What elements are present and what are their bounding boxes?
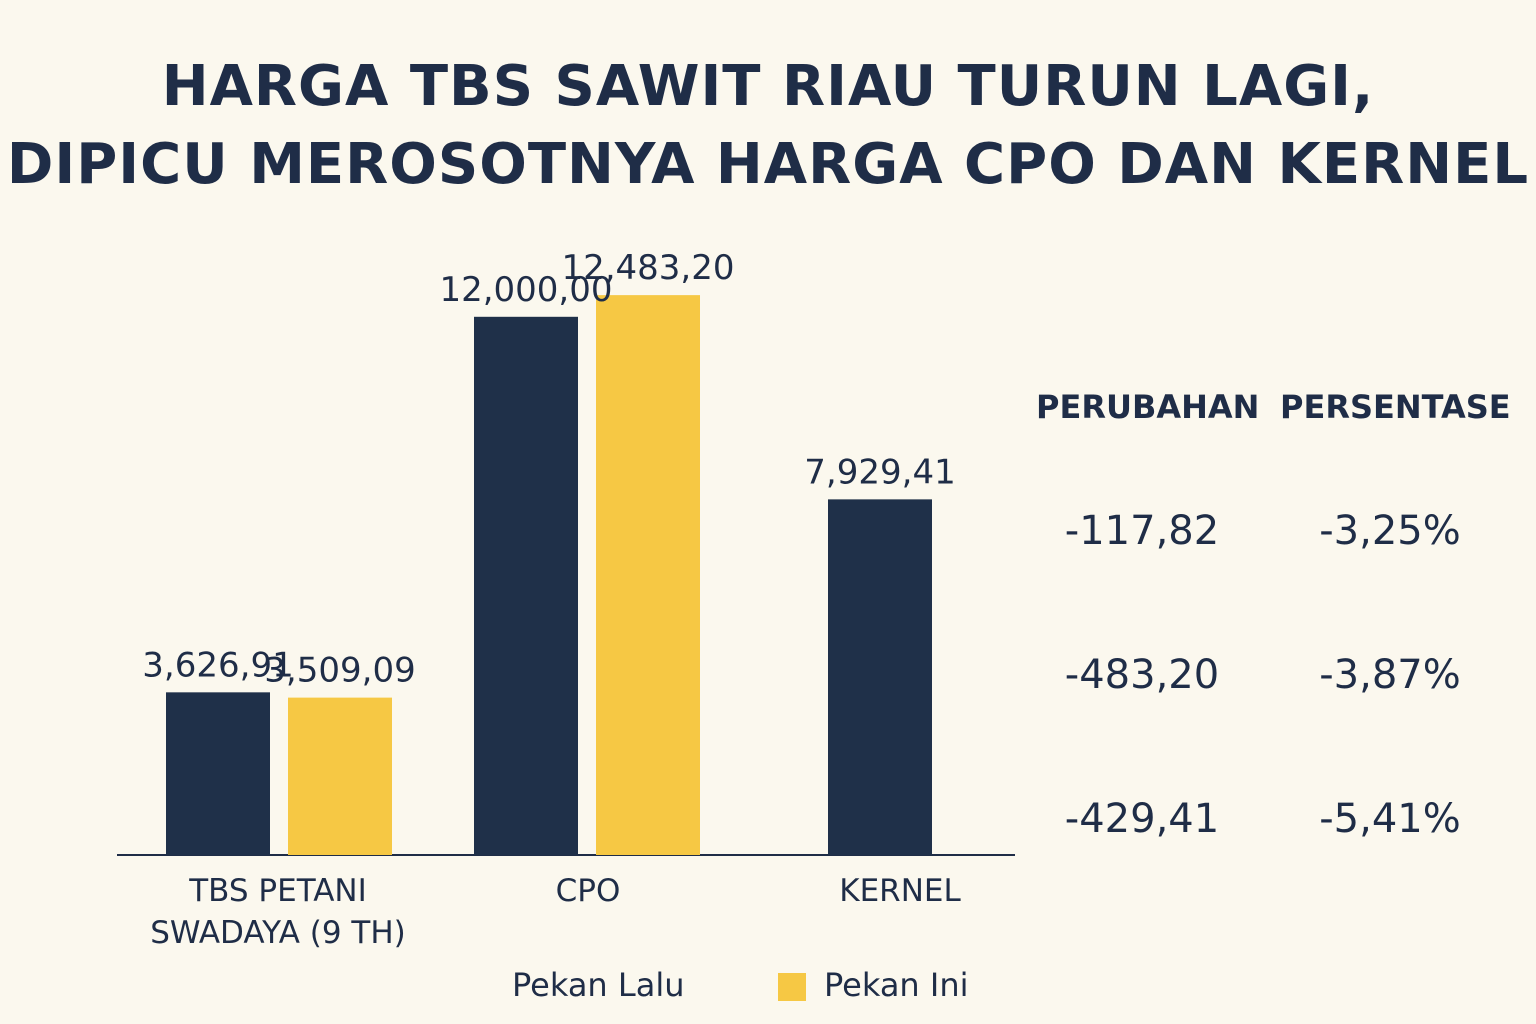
- table-cell-persentase: -5,41%: [1319, 796, 1461, 842]
- table-cell-perubahan: -429,41: [1064, 796, 1220, 842]
- table-cell-persentase: -3,25%: [1319, 508, 1461, 554]
- table-cell-perubahan: -117,82: [1064, 508, 1220, 554]
- bar: [474, 316, 578, 855]
- category-label: KERNEL: [839, 873, 961, 909]
- bar-value-label: 3,509,09: [264, 651, 415, 691]
- bar-value-label: 12,000,00: [439, 270, 612, 310]
- table-cell-perubahan: -483,20: [1064, 652, 1220, 698]
- legend-item-pekan-ini: Pekan Ini: [824, 966, 969, 1004]
- category-label: SWADAYA (9 TH): [150, 915, 406, 951]
- bar-chart: 3,626,91 12,000,00 7,929,41 3,509,09 12,483,…: [117, 248, 1015, 951]
- chart-title-line-1: HARGA TBS SAWIT RIAU TURUN LAGI,: [161, 54, 1375, 119]
- bar: [166, 692, 270, 855]
- legend-swatch-pekan-ini: [778, 973, 806, 1001]
- category-label: TBS PETANI: [188, 873, 367, 909]
- bar: [288, 697, 392, 855]
- bar-value-label: 12,483,20: [561, 248, 734, 288]
- chart-title-line-2: DIPICU MEROSOTNYA HARGA CPO DAN KERNEL: [6, 132, 1530, 197]
- bar-value-label: 7,929,41: [804, 452, 955, 492]
- chart-title: HARGA TBS SAWIT RIAU TURUN LAGI, DIPICU …: [0, 48, 1536, 204]
- bar: [596, 295, 700, 855]
- bar-value-label: 3,626,91: [142, 645, 293, 685]
- category-label: CPO: [556, 873, 621, 909]
- bar-labels-group: 3,626,91 12,000,00 7,929,41 3,509,09 12,483,…: [142, 248, 955, 690]
- bar: [828, 499, 932, 855]
- category-labels-group: TBS PETANI SWADAYA (9 TH) CPO KERNEL: [150, 873, 961, 951]
- table-header-persentase: PERSENTASE: [1280, 388, 1511, 426]
- table-cell-persentase: -3,87%: [1319, 652, 1461, 698]
- table-header-perubahan: PERUBAHAN: [1036, 388, 1260, 426]
- legend-item-pekan-lalu: Pekan Lalu: [512, 966, 685, 1004]
- bars-group: [166, 295, 932, 855]
